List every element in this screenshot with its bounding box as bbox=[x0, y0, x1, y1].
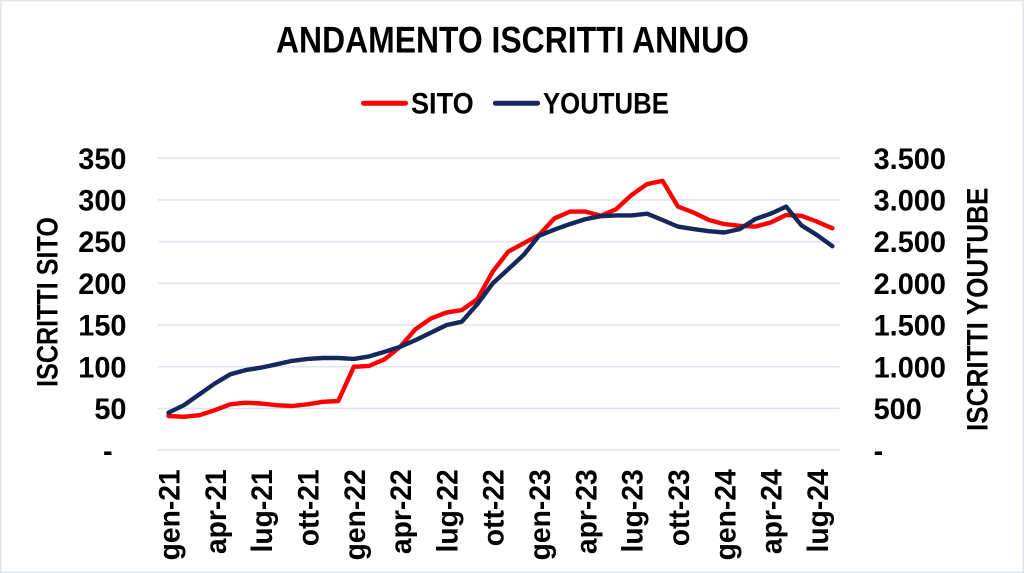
svg-text:3.000: 3.000 bbox=[874, 185, 946, 217]
svg-text:-: - bbox=[103, 436, 113, 468]
svg-text:ISCRITTI YOUTUBE: ISCRITTI YOUTUBE bbox=[961, 188, 994, 431]
svg-text:1.000: 1.000 bbox=[874, 352, 946, 384]
svg-text:250: 250 bbox=[78, 227, 126, 259]
svg-text:gen-24: gen-24 bbox=[710, 469, 743, 560]
svg-text:ott-23: ott-23 bbox=[663, 469, 696, 546]
svg-text:200: 200 bbox=[78, 269, 126, 301]
svg-text:lug-24: lug-24 bbox=[802, 469, 835, 552]
svg-text:apr-23: apr-23 bbox=[571, 469, 604, 554]
svg-text:apr-24: apr-24 bbox=[756, 469, 789, 554]
svg-text:2.500: 2.500 bbox=[874, 227, 946, 259]
svg-text:ISCRITTI SITO: ISCRITTI SITO bbox=[31, 217, 64, 387]
svg-text:gen-23: gen-23 bbox=[524, 469, 557, 560]
svg-text:1.500: 1.500 bbox=[874, 310, 946, 342]
svg-text:apr-22: apr-22 bbox=[386, 469, 419, 554]
svg-text:2.000: 2.000 bbox=[874, 269, 946, 301]
svg-text:-: - bbox=[874, 436, 884, 468]
svg-text:gen-21: gen-21 bbox=[154, 469, 187, 560]
svg-text:350: 350 bbox=[78, 144, 126, 176]
svg-text:50: 50 bbox=[94, 394, 126, 426]
svg-text:SITO: SITO bbox=[411, 86, 474, 119]
svg-text:3.500: 3.500 bbox=[874, 144, 946, 176]
svg-text:lug-23: lug-23 bbox=[617, 469, 650, 552]
svg-text:apr-21: apr-21 bbox=[200, 469, 233, 554]
svg-text:ANDAMENTO ISCRITTI ANNUO: ANDAMENTO ISCRITTI ANNUO bbox=[276, 20, 749, 61]
svg-text:ott-22: ott-22 bbox=[478, 469, 511, 546]
svg-text:100: 100 bbox=[78, 352, 126, 384]
svg-text:lug-21: lug-21 bbox=[247, 469, 280, 552]
svg-text:500: 500 bbox=[874, 394, 922, 426]
svg-text:ott-21: ott-21 bbox=[293, 469, 326, 546]
svg-text:lug-22: lug-22 bbox=[432, 469, 465, 552]
svg-text:300: 300 bbox=[78, 185, 126, 217]
svg-text:YOUTUBE: YOUTUBE bbox=[543, 87, 669, 120]
svg-text:150: 150 bbox=[78, 310, 126, 342]
svg-text:gen-22: gen-22 bbox=[339, 469, 372, 560]
